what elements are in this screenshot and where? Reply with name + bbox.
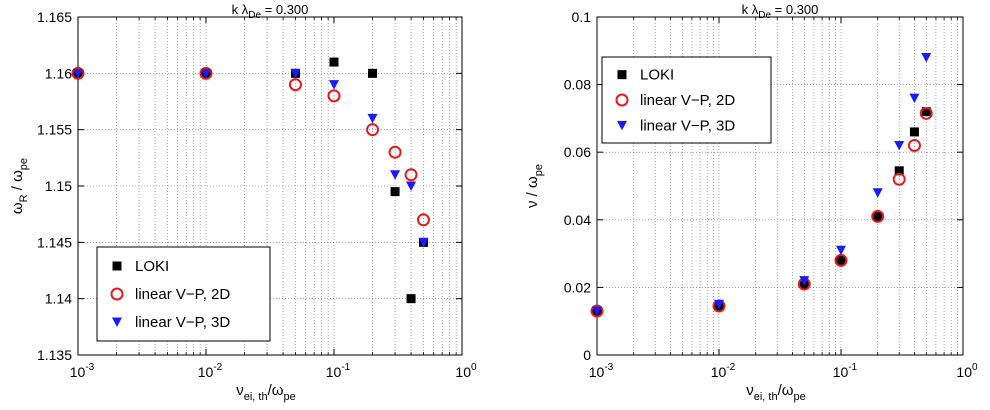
data-point — [919, 106, 933, 120]
data-point — [404, 168, 418, 182]
x-tick-label: 10-2 — [711, 362, 736, 380]
y-tick-label: 0.08 — [564, 77, 591, 93]
x-axis-label: νei, th/ωpe — [236, 382, 296, 403]
x-tick-label: 10-1 — [833, 362, 858, 380]
legend-label: linear V−P, 3D — [640, 117, 735, 134]
legend-label: linear V−P, 2D — [135, 286, 230, 303]
y-tick-label: 1.14 — [45, 291, 72, 307]
data-point — [894, 166, 904, 176]
legend-label: LOKI — [640, 67, 674, 84]
x-axis-label: νei, th/ωpe — [746, 382, 806, 403]
x-tick-label: 100 — [455, 362, 477, 380]
axes-box — [596, 16, 964, 356]
data-point — [836, 255, 846, 265]
x-tick-label: 10-1 — [326, 362, 351, 380]
chart-panel-1: 10-3 10-2 10-1 100 1.135 1.14 1.145 1.15 1.155 1.… — [9, 2, 477, 403]
data-point — [71, 66, 85, 80]
y-tick-label: 0.06 — [564, 144, 591, 160]
legend-label: linear V−P, 3D — [135, 314, 230, 331]
x-tick-label: 10-2 — [198, 362, 223, 380]
data-point — [406, 294, 416, 304]
data-point — [909, 93, 920, 104]
legend-marker — [112, 317, 122, 327]
legend-marker — [615, 93, 629, 107]
data-point — [390, 170, 401, 180]
data-point — [873, 211, 883, 221]
x-tick-label: 100 — [956, 362, 978, 380]
chart-title: k λDe = 0.300 — [742, 2, 819, 21]
data-point — [201, 68, 211, 79]
data-point — [894, 140, 905, 151]
series-3 — [73, 68, 429, 248]
legend: LOKI linear V−P, 2D linear V−P, 3D — [601, 56, 772, 144]
y-axis-label: ωR / ωpe — [9, 158, 30, 214]
x-tick-label: 10-3 — [70, 362, 95, 380]
data-point — [592, 306, 602, 317]
legend-box — [601, 56, 772, 144]
data-point — [329, 80, 339, 90]
data-point — [416, 213, 430, 227]
y-axis-label: ν / ωpe — [524, 164, 545, 208]
data-point — [327, 89, 341, 103]
data-point — [872, 188, 883, 198]
data-point — [406, 181, 417, 191]
y-tick-label: 0 — [583, 347, 591, 363]
legend-marker — [110, 287, 124, 301]
y-tick-label: 1.145 — [37, 234, 72, 250]
y-tick-label: 1.15 — [45, 178, 72, 194]
data-point — [367, 113, 378, 124]
series-2 — [590, 106, 933, 318]
data-point — [836, 245, 846, 256]
chart-panel-2: 10-3 10-2 10-1 100 0 0.02 0.04 0.06 0.08 0.1 k λDe… — [524, 2, 978, 403]
data-point — [390, 187, 400, 197]
legend-box — [96, 246, 271, 342]
data-point — [921, 107, 931, 117]
legend-marker — [112, 261, 122, 271]
data-point — [366, 123, 380, 137]
legend-marker — [617, 70, 627, 80]
y-tick-label: 1.155 — [37, 122, 72, 138]
y-tick-label: 1.165 — [37, 9, 72, 25]
data-point — [907, 138, 921, 152]
data-point — [921, 53, 932, 63]
series-3 — [592, 53, 932, 317]
data-point — [199, 66, 213, 80]
legend-label: LOKI — [135, 258, 169, 275]
legend: LOKI linear V−P, 2D linear V−P, 3D — [96, 246, 271, 342]
data-point — [388, 145, 402, 159]
series-2 — [71, 66, 430, 227]
chart-title: k λDe = 0.300 — [232, 2, 309, 21]
data-point — [590, 304, 604, 318]
y-tick-label: 1.16 — [45, 65, 72, 81]
y-tick-label: 0.1 — [572, 9, 592, 25]
y-tick-label: 1.135 — [37, 347, 72, 363]
data-point — [909, 127, 919, 137]
data-point — [871, 209, 885, 223]
data-point — [892, 172, 906, 186]
data-point — [714, 299, 724, 310]
data-point — [73, 68, 83, 79]
data-point — [290, 68, 301, 79]
grid — [78, 17, 462, 355]
data-point — [329, 57, 339, 67]
data-point — [799, 276, 810, 286]
y-tick-label: 0.02 — [564, 279, 591, 295]
x-tick-label: 10-3 — [589, 362, 614, 380]
legend-marker — [617, 120, 627, 131]
data-point — [288, 78, 302, 92]
legend-label: linear V−P, 2D — [640, 92, 735, 109]
grid — [597, 17, 963, 355]
data-point — [418, 237, 429, 248]
data-point — [368, 68, 378, 78]
y-tick-label: 0.04 — [564, 212, 591, 228]
